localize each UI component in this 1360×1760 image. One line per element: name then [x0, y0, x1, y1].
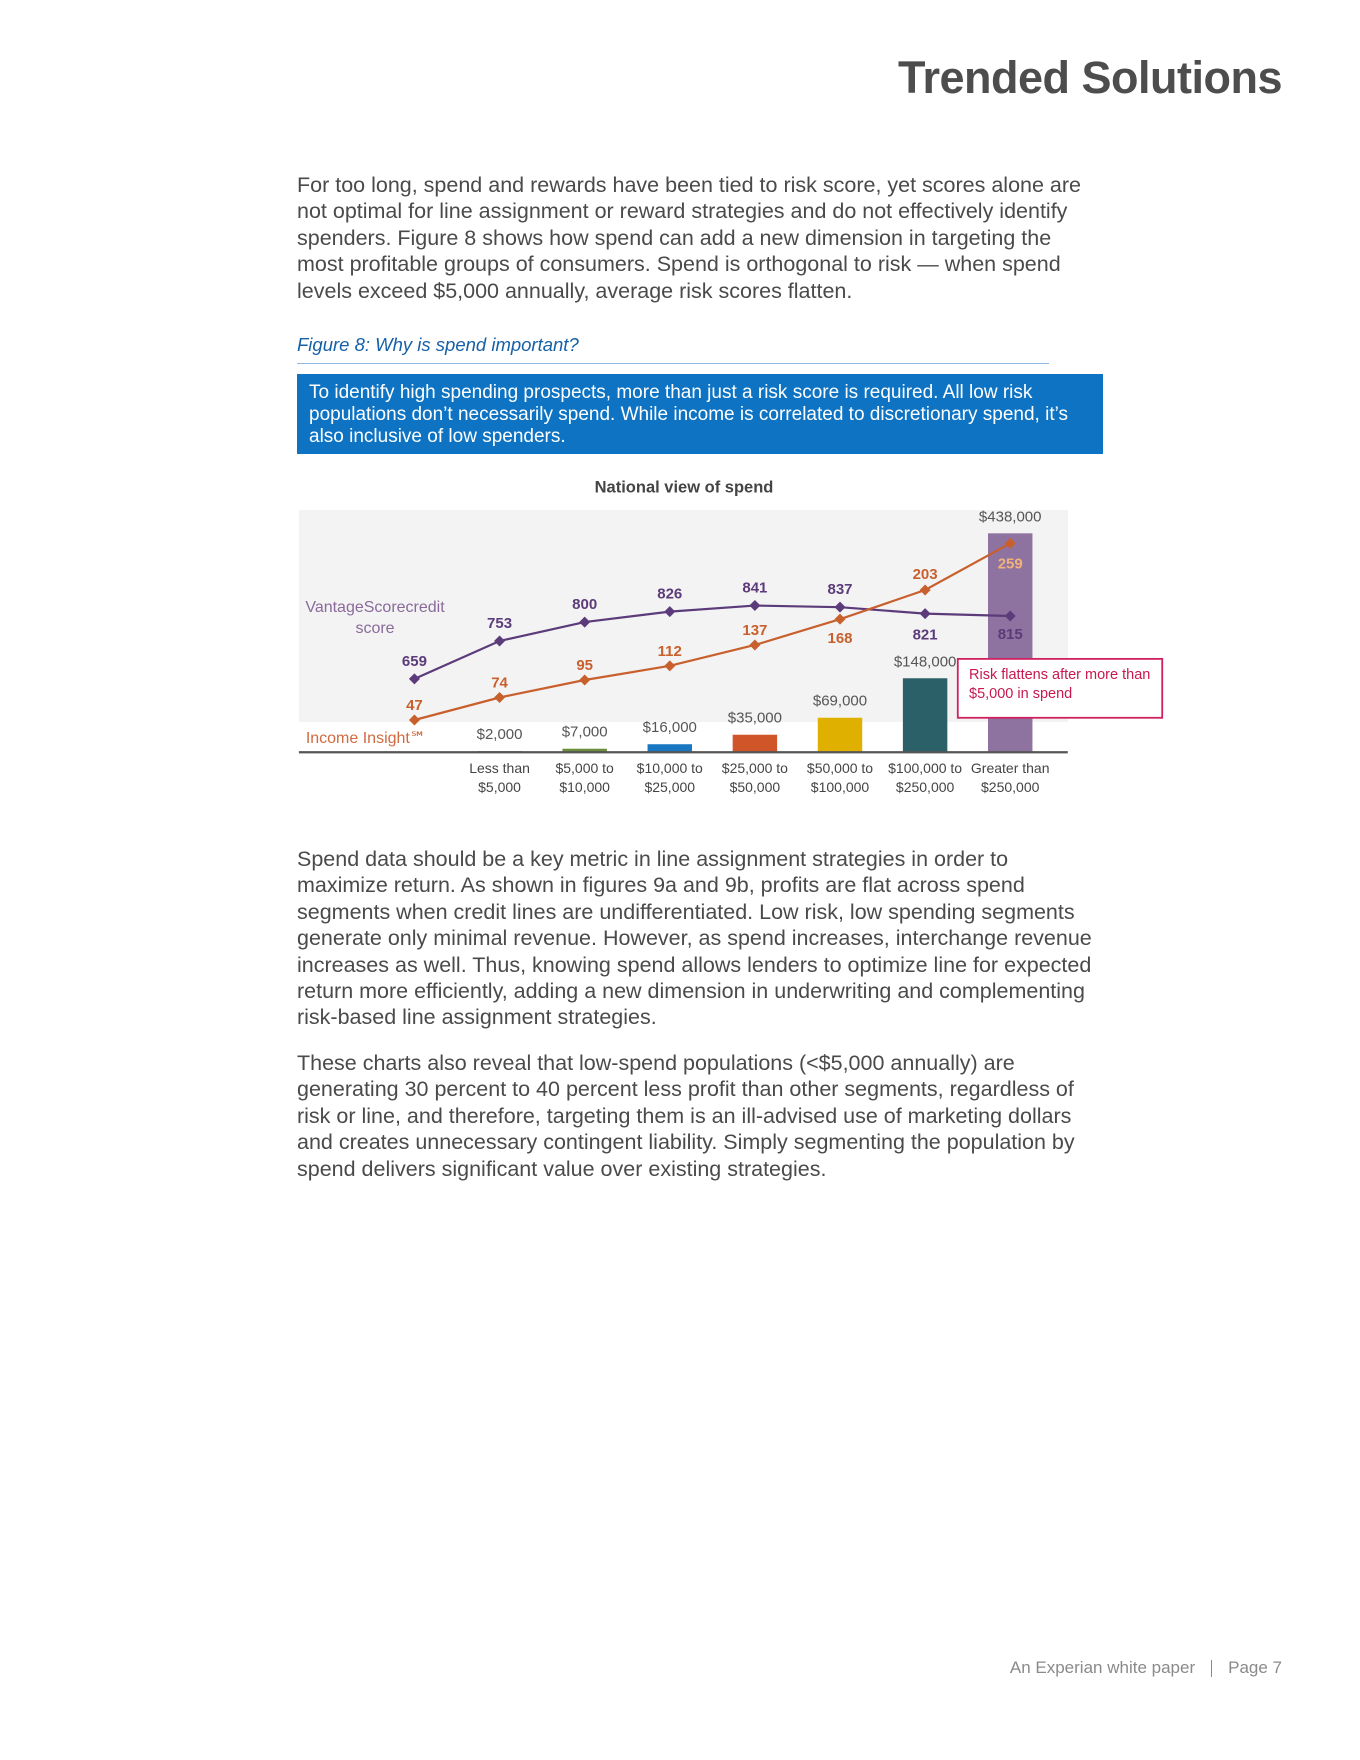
- bar: [647, 744, 692, 753]
- bar-value-label: $16,000: [643, 719, 697, 736]
- data-label: 826: [657, 586, 682, 603]
- paragraph: Spend data should be a key metric in lin…: [297, 847, 1092, 1030]
- annotation-box: [956, 657, 1164, 719]
- footer-page: Page 7: [1228, 1658, 1282, 1677]
- legend-label: Income Insight℠: [305, 730, 427, 747]
- data-label: 203: [913, 566, 938, 583]
- x-tick-label: $10,000 to $25,000: [636, 759, 703, 795]
- figure-caption: Figure 8: Why is spend important?: [297, 334, 579, 355]
- paragraph: For too long, spend and rewards have bee…: [297, 173, 1081, 303]
- line: [413, 604, 1011, 680]
- footer-separator: [1211, 1659, 1213, 1677]
- data-label: 74: [491, 674, 508, 691]
- bar: [562, 748, 607, 753]
- point: [919, 584, 931, 596]
- caption-rule: [297, 363, 1049, 364]
- data-label: 837: [827, 581, 852, 598]
- data-label: 47: [406, 697, 423, 714]
- line: [414, 542, 1011, 722]
- callout: To identify high spending prospects, mor…: [297, 374, 1103, 454]
- point: [1004, 537, 1016, 549]
- x-tick-label: $25,000 to $50,000: [721, 759, 788, 795]
- bar-value-label: $148,000: [894, 653, 957, 670]
- chart-title: National view of spend: [595, 478, 774, 496]
- data-label: 137: [742, 622, 767, 639]
- x-tick-label: $50,000 to $100,000: [806, 759, 874, 795]
- data-label: 800: [572, 596, 597, 613]
- point: [749, 639, 761, 651]
- point: [579, 674, 591, 686]
- paragraph: These charts also reveal that low-spend …: [297, 1051, 1075, 1181]
- footer-source: An Experian white paper: [1009, 1658, 1196, 1677]
- bar-value-label: $69,000: [813, 693, 867, 710]
- bar: [902, 678, 948, 753]
- footer: An Experian white paper Page 7: [1010, 1658, 1282, 1678]
- data-label: 821: [913, 627, 938, 644]
- point: [834, 601, 846, 613]
- point: [408, 673, 420, 685]
- bar: [817, 717, 863, 753]
- chart-svg: National view of spend $2,000 $7,000 $16,0…: [298, 478, 1164, 754]
- point: [494, 635, 506, 647]
- data-label: 259: [998, 555, 1023, 572]
- bar-value-label: $7,000: [562, 724, 608, 741]
- data-label: 112: [658, 643, 682, 660]
- x-tick-label: $5,000 to $10,000: [555, 759, 614, 795]
- point: [834, 613, 846, 625]
- x-tick-label: Less than $5,000: [469, 759, 530, 795]
- bar: [732, 734, 778, 753]
- point: [579, 616, 591, 628]
- point: [919, 608, 931, 620]
- chart: National view of spend $2,000 $7,000 $16,0…: [0, 470, 1360, 810]
- data-label: 95: [576, 657, 593, 674]
- data-label: 815: [998, 626, 1023, 643]
- point: [1004, 610, 1016, 622]
- x-tick-label: Greater than $250,000: [970, 759, 1050, 795]
- bar-value-label: $438,000: [979, 508, 1042, 525]
- data-label: 659: [402, 653, 427, 670]
- data-label: 841: [742, 580, 767, 597]
- point: [494, 692, 506, 703]
- point: [664, 606, 676, 618]
- page-title: Trended Solutions: [897, 52, 1283, 103]
- x-tick-label: $100,000 to $250,000: [888, 759, 963, 795]
- data-label: 753: [487, 615, 512, 632]
- point: [408, 714, 420, 726]
- bar-value-label: $2,000: [477, 726, 523, 743]
- data-label: 168: [827, 630, 852, 647]
- legend-label: VantageScorecredit score: [305, 599, 445, 637]
- bar-value-label: $35,000: [728, 710, 782, 727]
- point: [664, 660, 676, 672]
- annotation: Risk flattens after more than $5,000 in …: [969, 667, 1151, 702]
- point: [749, 600, 761, 612]
